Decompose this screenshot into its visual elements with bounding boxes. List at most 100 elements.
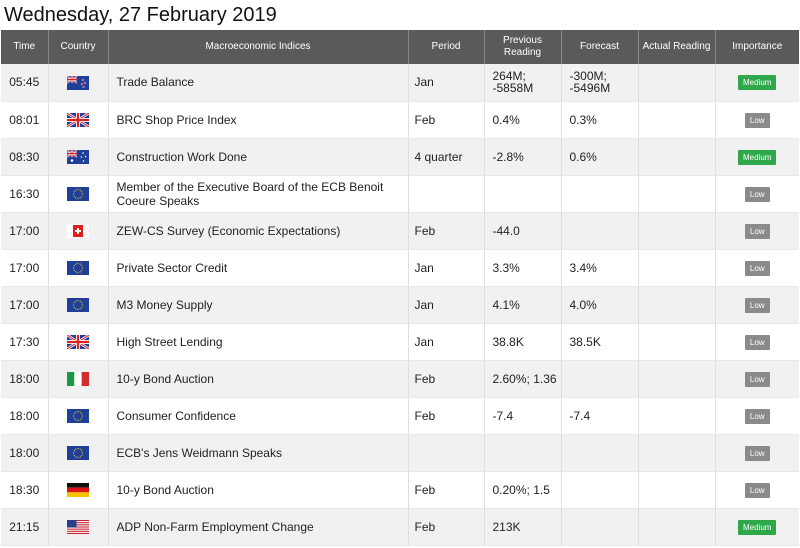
importance-badge: Low — [744, 408, 770, 424]
event-time: 17:00 — [1, 249, 49, 287]
table-row: 05:45 Trade Balance Jan 264M; -5858M -300M; … — [1, 64, 799, 102]
country-cell — [48, 434, 109, 472]
importance-badge: Low — [744, 223, 770, 239]
table-header-row: Time Country Macroeconomic Indices Perio… — [1, 30, 799, 64]
actual-reading — [638, 138, 716, 176]
de-flag-icon — [67, 482, 89, 497]
country-cell — [48, 101, 109, 139]
indicator-name: Private Sector Credit — [108, 249, 409, 287]
eu-flag-icon — [67, 260, 89, 275]
forecast-cell: 0.3% — [561, 101, 639, 139]
importance-cell: Low — [715, 471, 799, 509]
col-header-time: Time — [1, 30, 49, 64]
actual-reading — [638, 360, 716, 398]
actual-reading — [638, 175, 716, 213]
table-row: 18:00 ECB's Jens Weidmann Speaks Low — [1, 434, 799, 472]
event-time: 18:00 — [1, 434, 49, 472]
indicator-name: ADP Non-Farm Employment Change — [108, 508, 409, 546]
importance-badge: Low — [744, 260, 770, 276]
au-flag-icon — [67, 149, 89, 164]
previous-reading — [484, 434, 562, 472]
previous-reading: 4.1% — [484, 286, 562, 324]
eu-flag-icon — [67, 297, 89, 312]
period-cell: Jan — [408, 64, 485, 102]
event-time: 05:45 — [1, 64, 49, 102]
table-row: 17:00 M3 Money Supply Jan 4.1% 4.0% Low — [1, 286, 799, 324]
forecast-cell: 3.4% — [561, 249, 639, 287]
importance-badge: Medium — [738, 519, 777, 535]
event-time: 18:00 — [1, 360, 49, 398]
period-cell: Jan — [408, 286, 485, 324]
event-time: 21:15 — [1, 508, 49, 546]
importance-cell: Low — [715, 249, 799, 287]
previous-reading: -44.0 — [484, 212, 562, 250]
indicator-name: 10-y Bond Auction — [108, 360, 409, 398]
indicator-name: M3 Money Supply — [108, 286, 409, 324]
previous-reading — [484, 175, 562, 213]
actual-reading — [638, 397, 716, 435]
indicator-name: Member of the Executive Board of the ECB… — [108, 175, 409, 213]
eu-flag-icon — [67, 445, 89, 460]
importance-badge: Medium — [738, 75, 777, 91]
period-cell: Feb — [408, 397, 485, 435]
importance-badge: Low — [744, 371, 770, 387]
previous-reading: -7.4 — [484, 397, 562, 435]
ch-flag-icon — [67, 223, 89, 238]
eu-flag-icon — [67, 186, 89, 201]
event-time: 17:30 — [1, 323, 49, 361]
importance-badge: Low — [744, 334, 770, 350]
table-row: 18:00 Consumer Confidence Feb -7.4 -7.4 Low — [1, 397, 799, 435]
col-header-period: Period — [408, 30, 485, 64]
forecast-cell — [561, 471, 639, 509]
importance-cell: Medium — [715, 138, 799, 176]
indicator-name: Construction Work Done — [108, 138, 409, 176]
previous-reading: 38.8K — [484, 323, 562, 361]
previous-reading: 213K — [484, 508, 562, 546]
event-time: 18:00 — [1, 397, 49, 435]
page-title: Wednesday, 27 February 2019 — [4, 4, 277, 26]
previous-reading: -2.8% — [484, 138, 562, 176]
previous-reading: 264M; -5858M — [484, 64, 562, 102]
col-header-index: Macroeconomic Indices — [108, 30, 409, 64]
country-cell — [48, 397, 109, 435]
event-time: 08:01 — [1, 101, 49, 139]
table-row: 08:30 Construction Work Done 4 quarter -2.8… — [1, 138, 799, 176]
period-cell: Feb — [408, 471, 485, 509]
forecast-cell — [561, 212, 639, 250]
forecast-cell: 4.0% — [561, 286, 639, 324]
table-row: 18:30 10-y Bond Auction Feb 0.20%; 1.5 Low — [1, 471, 799, 509]
us-flag-icon — [67, 519, 89, 534]
event-time: 17:00 — [1, 286, 49, 324]
importance-badge: Low — [744, 297, 770, 313]
period-cell: Feb — [408, 508, 485, 546]
table-row: 08:01 BRC Shop Price Index Feb 0.4% 0.3% Low — [1, 101, 799, 139]
indicator-name: ZEW-CS Survey (Economic Expectations) — [108, 212, 409, 250]
indicator-name: High Street Lending — [108, 323, 409, 361]
period-cell: 4 quarter — [408, 138, 485, 176]
importance-cell: Medium — [715, 64, 799, 102]
table-row: 17:30 High Street Lending Jan 38.8K 38.5K Low — [1, 323, 799, 361]
event-time: 08:30 — [1, 138, 49, 176]
importance-cell: Low — [715, 323, 799, 361]
table-row: 17:00 ZEW-CS Survey (Economic Expectation… — [1, 212, 799, 250]
eu-flag-icon — [67, 408, 89, 423]
col-header-importance: Importance — [715, 30, 799, 64]
uk-flag-icon — [67, 334, 89, 349]
country-cell — [48, 508, 109, 546]
importance-cell: Low — [715, 101, 799, 139]
actual-reading — [638, 434, 716, 472]
col-header-forecast: Forecast — [561, 30, 639, 64]
importance-cell: Low — [715, 175, 799, 213]
forecast-cell: 38.5K — [561, 323, 639, 361]
country-cell — [48, 175, 109, 213]
actual-reading — [638, 286, 716, 324]
forecast-cell: -7.4 — [561, 397, 639, 435]
indicator-name: BRC Shop Price Index — [108, 101, 409, 139]
country-cell — [48, 323, 109, 361]
col-header-actual: Actual Reading — [638, 30, 716, 64]
importance-badge: Low — [744, 482, 770, 498]
forecast-cell — [561, 360, 639, 398]
country-cell — [48, 64, 109, 102]
country-cell — [48, 212, 109, 250]
event-time: 18:30 — [1, 471, 49, 509]
